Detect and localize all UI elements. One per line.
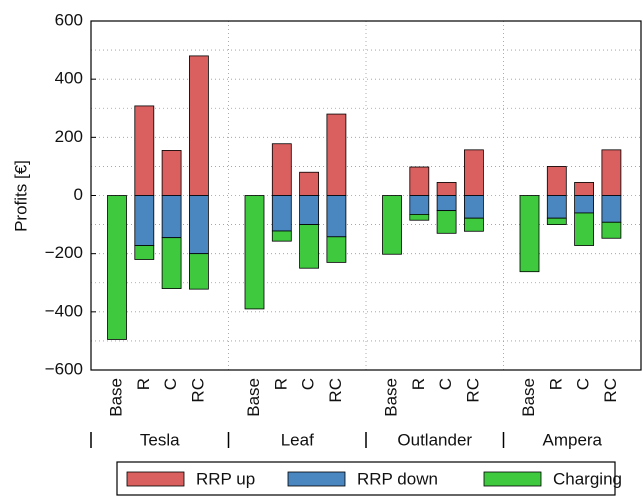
bar-segment xyxy=(161,195,182,239)
bar-segment xyxy=(463,217,484,232)
bar-segment xyxy=(134,245,155,260)
x-tick-label: R xyxy=(546,378,565,390)
x-tick-label: R xyxy=(134,378,153,390)
group-label: Tesla xyxy=(140,430,180,449)
group-label: Leaf xyxy=(281,430,314,449)
bar-segment xyxy=(574,212,594,246)
group-label: Outlander xyxy=(397,430,472,449)
bar-segment xyxy=(574,195,594,214)
x-tick-label: Base xyxy=(244,378,263,417)
bar-segment xyxy=(601,149,622,196)
group-label: Ampera xyxy=(542,430,602,449)
x-tick-label: RC xyxy=(463,378,482,403)
legend-swatch xyxy=(126,471,185,487)
bar-segment xyxy=(326,195,347,238)
y-tick-label: −200 xyxy=(45,243,83,262)
bar-segment xyxy=(271,230,292,242)
bar-segment xyxy=(299,224,320,269)
y-tick-label: 200 xyxy=(55,127,83,146)
bar-segment xyxy=(271,143,292,196)
y-tick-label: −600 xyxy=(45,359,83,378)
bar-segment xyxy=(436,182,457,196)
bar-segment xyxy=(326,236,347,263)
bar-segment xyxy=(161,237,182,289)
x-tick-label: R xyxy=(409,378,428,390)
bar-segment xyxy=(188,55,209,196)
bar-segment xyxy=(134,195,155,246)
bar-segment xyxy=(574,182,594,196)
bar-segment xyxy=(107,195,127,340)
x-tick-label: Base xyxy=(519,378,538,417)
x-tick-label: RC xyxy=(188,378,207,403)
y-tick-label: 0 xyxy=(74,185,83,204)
bar-segment xyxy=(382,195,402,255)
bar-segment xyxy=(188,195,209,255)
bar-segment xyxy=(409,166,430,196)
y-tick-label: 600 xyxy=(55,10,83,29)
bar-segment xyxy=(519,195,540,273)
bar-segment xyxy=(244,195,265,310)
x-tick-label: C xyxy=(299,378,318,390)
x-tick-label: Base xyxy=(381,378,400,417)
bar-segment xyxy=(271,195,292,232)
x-tick-label: Base xyxy=(106,378,125,417)
bar-segment xyxy=(601,195,622,223)
x-tick-label: C xyxy=(436,378,455,390)
plot-frame xyxy=(90,20,642,371)
bar-segment xyxy=(188,253,209,290)
bar-segment xyxy=(299,195,320,225)
bar-segment xyxy=(436,210,457,234)
bar-segment xyxy=(326,113,347,196)
y-tick-label: −400 xyxy=(45,301,83,320)
bar-segment xyxy=(161,150,182,196)
bar-segment xyxy=(546,195,567,219)
y-tick-label: 400 xyxy=(55,69,83,88)
bar-segment xyxy=(436,195,457,212)
bar-segment xyxy=(134,105,155,196)
x-tick-label: RC xyxy=(326,378,345,403)
bar-segment xyxy=(601,221,622,239)
legend-label: RRP up xyxy=(196,469,255,488)
bar-segment xyxy=(299,171,320,196)
legend-swatch xyxy=(483,471,542,487)
bar-segment xyxy=(463,149,484,196)
x-tick-label: C xyxy=(161,378,180,390)
x-tick-label: RC xyxy=(601,378,620,403)
legend-label: RRP down xyxy=(357,469,438,488)
x-tick-label: C xyxy=(574,378,593,390)
bar-segment xyxy=(463,195,484,219)
legend-swatch xyxy=(287,471,346,487)
bar-segment xyxy=(546,166,567,196)
bar-segment xyxy=(409,195,430,215)
legend-label: Charging xyxy=(553,469,622,488)
bar-segment xyxy=(546,217,567,225)
y-axis-label: Profits [€] xyxy=(11,160,30,232)
x-tick-label: R xyxy=(271,378,290,390)
bar-segment xyxy=(409,214,430,221)
